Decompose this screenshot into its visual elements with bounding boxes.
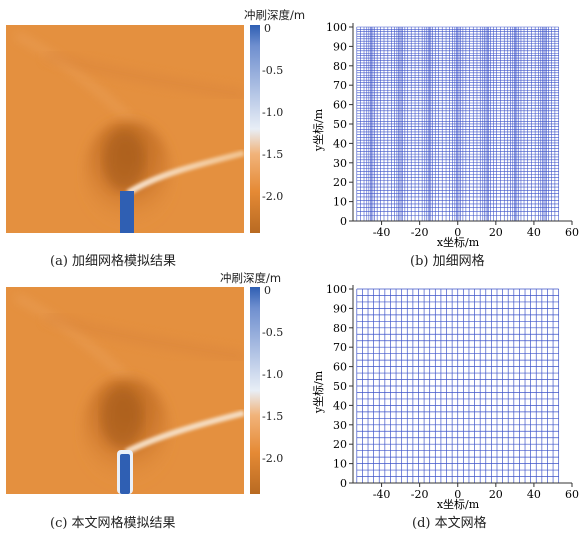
y-tick-label: 80 xyxy=(333,60,347,73)
colorbar-tick: 0 xyxy=(264,284,271,297)
scour-map-c xyxy=(6,287,244,494)
colorbar-title-a: 冲刷深度/m xyxy=(244,8,306,22)
x-tick-label: -40 xyxy=(373,226,391,239)
grid-lines-d xyxy=(356,288,560,484)
caption-b: (b) 加细网格 xyxy=(410,254,485,269)
colorbar-tick: -2.0 xyxy=(262,190,284,203)
x-tick-label: 60 xyxy=(565,488,579,501)
x-tick-label: -20 xyxy=(411,488,429,501)
y-tick-label: 90 xyxy=(333,302,347,315)
y-tick-label: 50 xyxy=(333,118,347,131)
x-tick-label: 20 xyxy=(489,488,503,501)
y-tick-label: 10 xyxy=(333,458,347,471)
x-tick-label: 0 xyxy=(454,226,461,239)
caption-a: (a) 加细网格模拟结果 xyxy=(50,254,177,269)
y-tick-label: 60 xyxy=(333,361,347,374)
y-tick-label: 10 xyxy=(333,196,347,209)
y-tick-label: 20 xyxy=(333,176,347,189)
y-tick-label: 90 xyxy=(333,40,347,53)
colorbar-tick: -1.5 xyxy=(262,148,284,161)
x-tick-label: 20 xyxy=(489,226,503,239)
y-axis-label-d: y坐标/m xyxy=(311,370,325,414)
x-ticks-d: -40 -20 0 20 40 60 xyxy=(373,483,579,501)
x-tick-label: -40 xyxy=(373,488,391,501)
grid-plot-d: 0 10 20 30 40 50 60 70 80 90 100 -40 -20 0 20 40 60 x坐标… xyxy=(311,283,579,511)
y-tick-label: 60 xyxy=(333,99,347,112)
y-tick-label: 70 xyxy=(333,79,347,92)
caption-c: (c) 本文网格模拟结果 xyxy=(50,516,176,531)
y-tick-label: 80 xyxy=(333,322,347,335)
x-axis-label-d: x坐标/m xyxy=(437,497,480,511)
axis-frame-b xyxy=(352,23,572,222)
y-tick-label: 100 xyxy=(326,21,347,34)
y-tick-label: 40 xyxy=(333,399,347,412)
y-tick-label: 20 xyxy=(333,438,347,451)
x-tick-label: 60 xyxy=(565,226,579,239)
colorbar-tick: -2.0 xyxy=(262,452,284,465)
x-ticks-b: -40 -20 0 20 40 60 xyxy=(373,221,579,239)
y-tick-label: 40 xyxy=(333,137,347,150)
y-tick-label: 30 xyxy=(333,419,347,432)
x-axis-label-b: x坐标/m xyxy=(437,235,480,249)
grid-plot-b: 0 10 20 30 40 50 60 70 80 90 100 -40 -20 0 20 40 60 x坐标… xyxy=(311,21,579,249)
colorbar-tick: -1.0 xyxy=(262,368,284,381)
x-tick-label: -20 xyxy=(411,226,429,239)
colorbar-c xyxy=(250,287,260,494)
caption-d: (d) 本文网格 xyxy=(412,516,487,531)
y-tick-label: 50 xyxy=(333,380,347,393)
colorbar-tick: -0.5 xyxy=(262,64,284,77)
y-ticks-b: 0 10 20 30 40 50 60 70 80 90 100 xyxy=(326,21,353,228)
scour-map-a xyxy=(6,25,244,233)
colorbar-title-c: 冲刷深度/m xyxy=(220,271,282,285)
pier-c xyxy=(120,454,130,494)
colorbar-a xyxy=(250,25,260,233)
colorbar-tick: -1.0 xyxy=(262,106,284,119)
axis-frame-d xyxy=(352,285,572,484)
y-tick-label: 0 xyxy=(340,477,347,490)
colorbar-tick: -1.5 xyxy=(262,410,284,423)
y-tick-label: 30 xyxy=(333,157,347,170)
y-ticks-d: 0 10 20 30 40 50 60 70 80 90 100 xyxy=(326,283,353,490)
y-tick-label: 100 xyxy=(326,283,347,296)
grid-lines-b xyxy=(356,26,559,222)
pier-a xyxy=(120,191,134,233)
colorbar-tick: -0.5 xyxy=(262,326,284,339)
x-tick-label: 40 xyxy=(527,226,541,239)
colorbar-tick: 0 xyxy=(264,22,271,35)
x-tick-label: 0 xyxy=(454,488,461,501)
x-tick-label: 40 xyxy=(527,488,541,501)
y-tick-label: 70 xyxy=(333,341,347,354)
y-axis-label-b: y坐标/m xyxy=(311,108,325,152)
y-tick-label: 0 xyxy=(340,215,347,228)
